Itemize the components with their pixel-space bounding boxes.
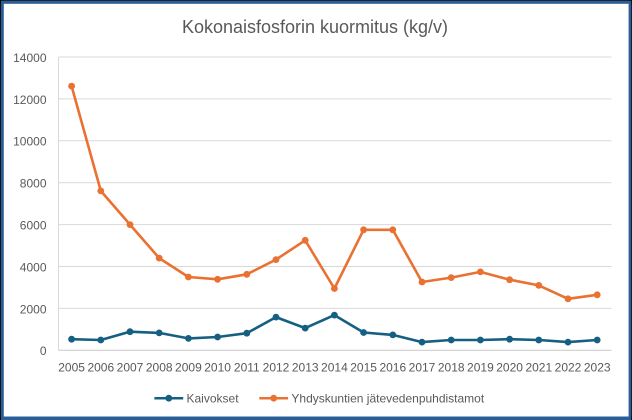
svg-text:2019: 2019 [467, 361, 494, 375]
svg-text:10000: 10000 [13, 135, 47, 149]
svg-text:Kaivokset: Kaivokset [187, 392, 240, 406]
svg-text:2014: 2014 [321, 361, 348, 375]
svg-text:4000: 4000 [20, 260, 47, 274]
svg-text:2005: 2005 [58, 361, 85, 375]
svg-text:2021: 2021 [525, 361, 552, 375]
svg-text:2012: 2012 [263, 361, 290, 375]
svg-text:12000: 12000 [13, 93, 47, 107]
svg-text:8000: 8000 [20, 177, 47, 191]
svg-text:2009: 2009 [175, 361, 202, 375]
svg-text:Yhdyskuntien jätevedenpuhdista: Yhdyskuntien jätevedenpuhdistamot [291, 392, 484, 406]
svg-text:2020: 2020 [496, 361, 523, 375]
svg-text:2013: 2013 [292, 361, 319, 375]
svg-text:2023: 2023 [584, 361, 611, 375]
svg-text:2016: 2016 [379, 361, 406, 375]
svg-text:0: 0 [40, 344, 47, 358]
svg-text:14000: 14000 [13, 51, 47, 65]
svg-text:6000: 6000 [20, 219, 47, 233]
svg-text:Kokonaisfosforin kuormitus (kg: Kokonaisfosforin kuormitus (kg/v) [182, 17, 448, 37]
svg-text:2000: 2000 [20, 302, 47, 316]
svg-text:2010: 2010 [204, 361, 231, 375]
svg-text:2015: 2015 [350, 361, 377, 375]
svg-text:2011: 2011 [234, 361, 260, 375]
svg-text:2018: 2018 [438, 361, 465, 375]
svg-text:2008: 2008 [146, 361, 173, 375]
svg-text:2006: 2006 [87, 361, 114, 375]
svg-text:2007: 2007 [117, 361, 144, 375]
svg-text:2022: 2022 [555, 361, 582, 375]
svg-text:2017: 2017 [409, 361, 436, 375]
